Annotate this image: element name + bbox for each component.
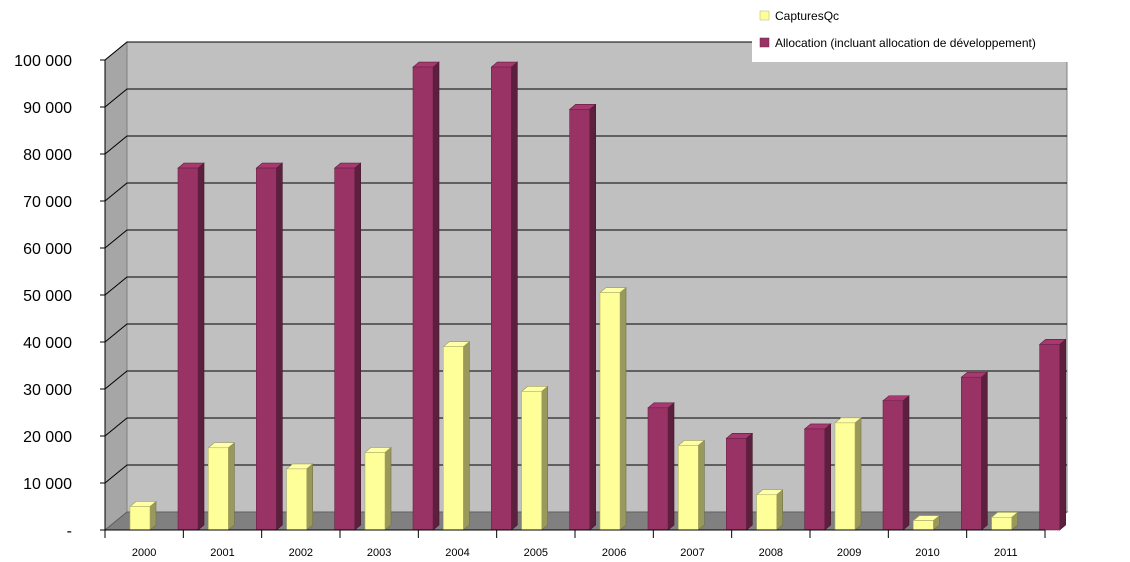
gridline [104, 88, 1067, 108]
bar [756, 494, 777, 531]
bar [804, 428, 825, 531]
bar-side [981, 371, 988, 531]
y-tick-label: 90 000 [23, 100, 72, 117]
bar-side [276, 162, 283, 531]
gridline [104, 323, 1067, 343]
x-tick-label: 2001 [210, 547, 234, 559]
x-tick-label: 2007 [680, 547, 704, 559]
x-tick-label: 2002 [289, 547, 313, 559]
bar-side [619, 287, 627, 531]
bar-side [698, 439, 705, 531]
bar [991, 517, 1012, 531]
x-axis: 2000 2001 2002 2003 2004 2005 2006 2007 2008 2009… [104, 529, 1046, 559]
bar-side [541, 385, 548, 531]
bar [364, 452, 386, 531]
bar-side [432, 61, 440, 531]
legend-swatch [759, 37, 770, 48]
bar-side [511, 61, 518, 531]
gridline [104, 182, 1067, 202]
bar-side [354, 162, 361, 531]
bar [834, 422, 856, 531]
gridline [104, 229, 1067, 249]
bar [726, 438, 747, 531]
y-tick-label: 10 000 [23, 476, 72, 493]
bar [256, 167, 277, 531]
x-tick-label: 2011 [994, 547, 1018, 559]
x-tick-label: 2003 [367, 547, 391, 559]
x-tick-label: 2005 [524, 547, 548, 559]
legend-label: CapturesQc [775, 9, 839, 23]
legend-box [752, 2, 1126, 62]
y-tick-label: 20 000 [23, 429, 72, 446]
y-tick-label: 60 000 [23, 241, 72, 258]
bar-side [854, 417, 862, 531]
y-tick-label: 30 000 [23, 382, 72, 399]
bar [208, 447, 229, 531]
bar-side [902, 395, 910, 531]
bar-side [746, 432, 753, 531]
legend: CapturesQc Allocation (incluant allocatio… [752, 2, 1126, 62]
y-tick-label: 70 000 [23, 194, 72, 211]
y-tick-label: 80 000 [23, 147, 72, 164]
bar [286, 468, 307, 531]
bar-side [824, 423, 831, 531]
bar [521, 391, 542, 531]
gridline [104, 135, 1067, 155]
bar [678, 445, 699, 531]
bar [913, 520, 934, 531]
gridline [104, 370, 1067, 390]
x-tick-label: 2010 [915, 547, 939, 559]
y-tick-label: 100 000 [14, 53, 72, 70]
bar [177, 167, 199, 531]
x-tick-label: 2008 [759, 547, 783, 559]
bar [334, 167, 355, 531]
gridline [104, 417, 1067, 437]
bar-side [667, 402, 675, 531]
bar-side [463, 341, 470, 531]
bar [491, 66, 512, 531]
bar-side [776, 489, 783, 531]
bar [129, 506, 151, 531]
gridline [104, 276, 1067, 296]
x-tick-label: 2006 [602, 547, 626, 559]
bar-side [306, 463, 313, 531]
bar-side [197, 162, 205, 531]
x-tick-label: 2000 [132, 547, 156, 559]
x-tick-label: 2009 [837, 547, 861, 559]
y-tick-label: - [67, 523, 72, 540]
bar-side [228, 442, 235, 531]
gridline [104, 464, 1067, 484]
y-axis: - 10 000 20 000 30 000 40 000 50 000 60 000 70 … [14, 53, 106, 540]
y-tick-label: 40 000 [23, 335, 72, 352]
gridlines [104, 41, 1067, 484]
bar [882, 400, 904, 531]
bar [1039, 344, 1060, 531]
legend-label: Allocation (incluant allocation de dével… [775, 36, 1036, 50]
bar [961, 376, 982, 531]
x-tick-label: 2004 [445, 547, 469, 559]
bars [129, 61, 1067, 531]
bar [599, 292, 621, 531]
bar-side [1059, 338, 1066, 531]
y-tick-label: 50 000 [23, 288, 72, 305]
bar [443, 346, 464, 531]
bar-side [384, 446, 392, 531]
bar [569, 109, 590, 531]
bar [412, 66, 434, 531]
legend-swatch [759, 10, 770, 21]
bar [647, 407, 669, 531]
bar-side [589, 103, 596, 531]
